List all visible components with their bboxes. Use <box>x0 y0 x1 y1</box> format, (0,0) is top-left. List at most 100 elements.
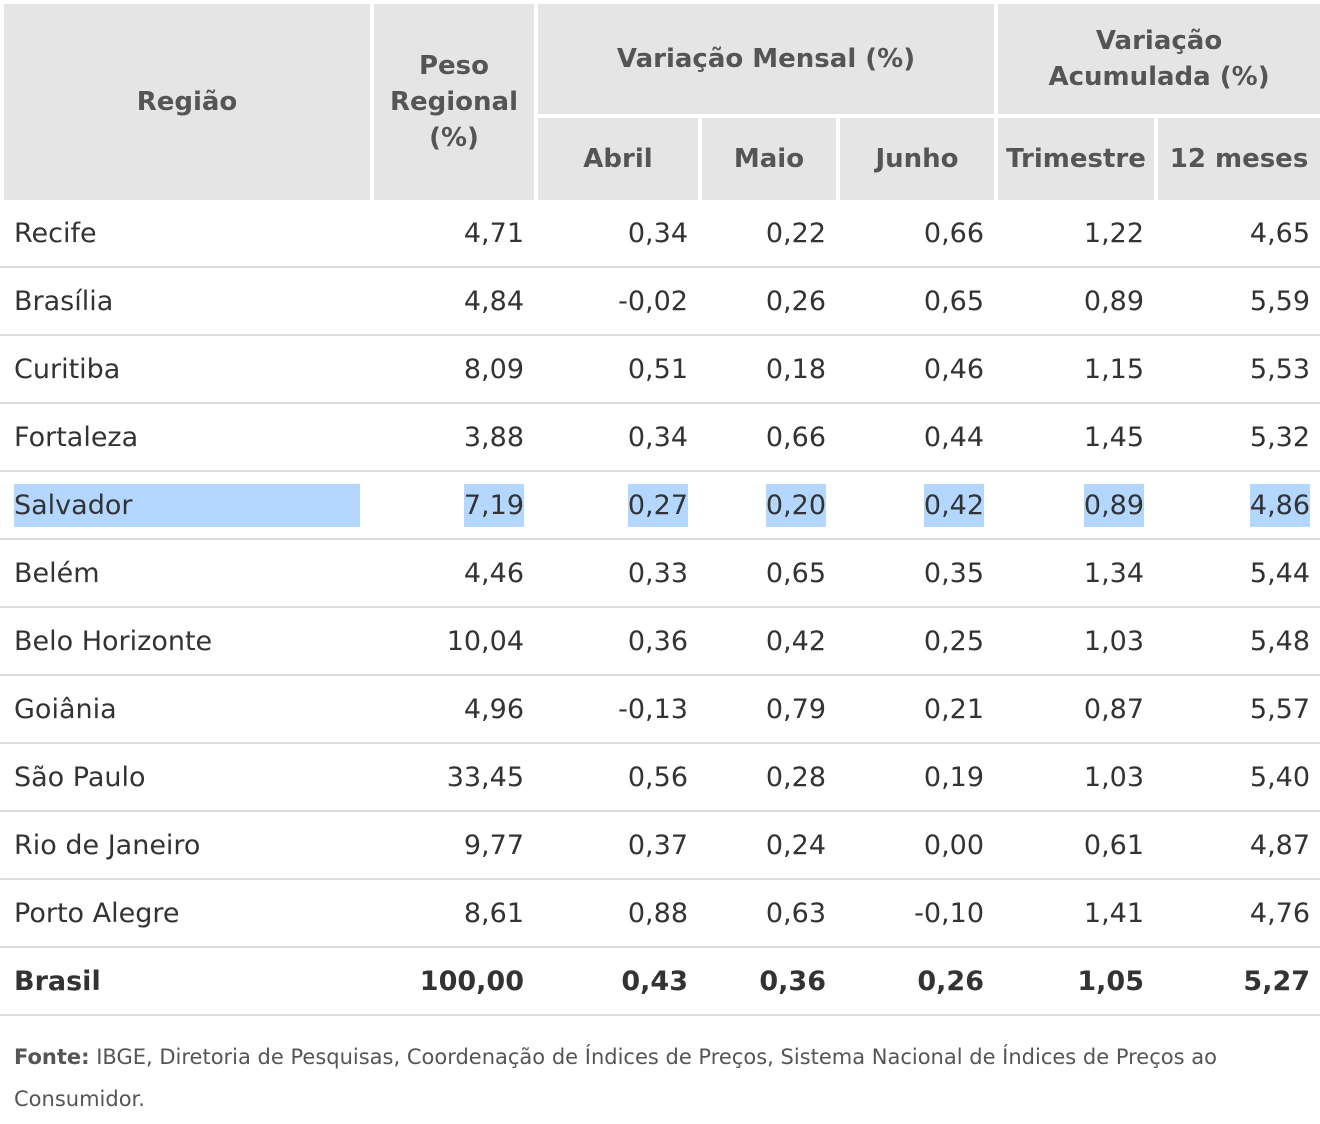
cell-12-meses: 5,27 <box>1154 948 1320 1016</box>
cell-maio: 0,28 <box>698 744 836 812</box>
cell-abril: 0,51 <box>534 336 698 404</box>
cell-trimestre: 0,61 <box>994 812 1155 880</box>
cell-maio: 0,24 <box>698 812 836 880</box>
cell-trimestre: 0,89 <box>994 268 1155 336</box>
cell-maio: 0,20 <box>698 472 836 540</box>
cell-trimestre: 0,87 <box>994 676 1155 744</box>
cell-12-meses: 4,65 <box>1154 200 1320 268</box>
cell-maio: 0,65 <box>698 540 836 608</box>
header-acumulada-line: Acumulada (%) <box>1048 62 1270 92</box>
cell-junho: 0,00 <box>836 812 995 880</box>
cell-abril: 0,33 <box>534 540 698 608</box>
cell-trimestre: 1,41 <box>994 880 1155 948</box>
cell-regiao: Salvador <box>0 472 370 540</box>
selected-text: 7,19 <box>463 483 524 527</box>
cell-regiao: Belo Horizonte <box>0 608 370 676</box>
cell-abril: 0,36 <box>534 608 698 676</box>
cell-junho: 0,65 <box>836 268 995 336</box>
cell-regiao: Goiânia <box>0 676 370 744</box>
cell-peso: 4,96 <box>370 676 534 744</box>
cell-12-meses: 4,87 <box>1154 812 1320 880</box>
cell-maio: 0,66 <box>698 404 836 472</box>
header-variacao-acumulada: Variação Acumulada (%) <box>994 0 1320 118</box>
cell-12-meses: 5,32 <box>1154 404 1320 472</box>
cell-junho: 0,35 <box>836 540 995 608</box>
cell-12-meses: 5,53 <box>1154 336 1320 404</box>
table-row: Goiânia 4,96 -0,13 0,79 0,21 0,87 5,57 <box>0 676 1320 744</box>
cell-regiao: Belém <box>0 540 370 608</box>
table-row: Belém 4,46 0,33 0,65 0,35 1,34 5,44 <box>0 540 1320 608</box>
header-trimestre: Trimestre <box>994 118 1155 200</box>
cell-maio: 0,42 <box>698 608 836 676</box>
cell-junho: 0,21 <box>836 676 995 744</box>
table-row: Belo Horizonte 10,04 0,36 0,42 0,25 1,03 5,48 <box>0 608 1320 676</box>
selected-text: Salvador <box>14 483 360 527</box>
table-row: Salvador 7,19 0,27 0,20 0,42 0,89 4,86 <box>0 472 1320 540</box>
selected-text: 0,27 <box>627 483 688 527</box>
table-row: Rio de Janeiro 9,77 0,37 0,24 0,00 0,61 4,87 <box>0 812 1320 880</box>
header-peso-regional: Peso Regional (%) <box>370 0 534 200</box>
header-peso-line: (%) <box>429 123 479 153</box>
cell-junho: 0,44 <box>836 404 995 472</box>
cell-trimestre: 1,34 <box>994 540 1155 608</box>
cell-abril: 0,37 <box>534 812 698 880</box>
cell-abril: 0,27 <box>534 472 698 540</box>
source-text: IBGE, Diretoria de Pesquisas, Coordenaçã… <box>14 1045 1217 1111</box>
table-row: Porto Alegre 8,61 0,88 0,63 -0,10 1,41 4,76 <box>0 880 1320 948</box>
header-peso-line: Regional <box>389 87 518 117</box>
table-row-total: Brasil 100,00 0,43 0,36 0,26 1,05 5,27 <box>0 948 1320 1016</box>
header-peso-line: Peso <box>418 51 490 81</box>
table-row: Curitiba 8,09 0,51 0,18 0,46 1,15 5,53 <box>0 336 1320 404</box>
cell-12-meses: 5,40 <box>1154 744 1320 812</box>
cell-abril: -0,02 <box>534 268 698 336</box>
selected-text: 0,89 <box>1083 483 1145 527</box>
cell-peso: 33,45 <box>370 744 534 812</box>
cell-trimestre: 1,45 <box>994 404 1155 472</box>
table-header: Região Peso Regional (%) Variação Mensal… <box>0 0 1320 200</box>
cell-12-meses: 4,76 <box>1154 880 1320 948</box>
table-row: São Paulo 33,45 0,56 0,28 0,19 1,03 5,40 <box>0 744 1320 812</box>
cell-junho: 0,25 <box>836 608 995 676</box>
cell-12-meses: 5,57 <box>1154 676 1320 744</box>
header-variacao-mensal: Variação Mensal (%) <box>534 0 995 118</box>
cell-peso: 3,88 <box>370 404 534 472</box>
table-row: Fortaleza 3,88 0,34 0,66 0,44 1,45 5,32 <box>0 404 1320 472</box>
selected-text: 0,42 <box>923 483 985 527</box>
cell-regiao: Curitiba <box>0 336 370 404</box>
cell-peso: 100,00 <box>370 948 534 1016</box>
cell-abril: 0,34 <box>534 404 698 472</box>
cell-junho: 0,46 <box>836 336 995 404</box>
header-regiao: Região <box>0 0 370 200</box>
cell-trimestre: 0,89 <box>994 472 1155 540</box>
source-note: Fonte: IBGE, Diretoria de Pesquisas, Coo… <box>14 1036 1304 1120</box>
cell-peso: 7,19 <box>370 472 534 540</box>
cell-junho: 0,66 <box>836 200 995 268</box>
source-label: Fonte: <box>14 1045 90 1069</box>
cell-peso: 4,84 <box>370 268 534 336</box>
header-maio: Maio <box>698 118 836 200</box>
cell-trimestre: 1,03 <box>994 608 1155 676</box>
selected-text: 0,20 <box>765 483 826 527</box>
cell-regiao: Brasília <box>0 268 370 336</box>
cell-12-meses: 4,86 <box>1154 472 1320 540</box>
table-row: Brasília 4,84 -0,02 0,26 0,65 0,89 5,59 <box>0 268 1320 336</box>
cell-junho: 0,42 <box>836 472 995 540</box>
table-row: Recife 4,71 0,34 0,22 0,66 1,22 4,65 <box>0 200 1320 268</box>
cell-maio: 0,79 <box>698 676 836 744</box>
cell-maio: 0,63 <box>698 880 836 948</box>
header-junho: Junho <box>836 118 995 200</box>
cell-regiao: Fortaleza <box>0 404 370 472</box>
cell-regiao: São Paulo <box>0 744 370 812</box>
cell-trimestre: 1,05 <box>994 948 1155 1016</box>
cell-abril: 0,56 <box>534 744 698 812</box>
cell-maio: 0,22 <box>698 200 836 268</box>
cell-peso: 4,46 <box>370 540 534 608</box>
cell-abril: -0,13 <box>534 676 698 744</box>
cell-abril: 0,88 <box>534 880 698 948</box>
cell-abril: 0,34 <box>534 200 698 268</box>
cell-12-meses: 5,48 <box>1154 608 1320 676</box>
cell-trimestre: 1,22 <box>994 200 1155 268</box>
cell-trimestre: 1,03 <box>994 744 1155 812</box>
cell-maio: 0,36 <box>698 948 836 1016</box>
selected-text: 4,86 <box>1249 483 1311 527</box>
